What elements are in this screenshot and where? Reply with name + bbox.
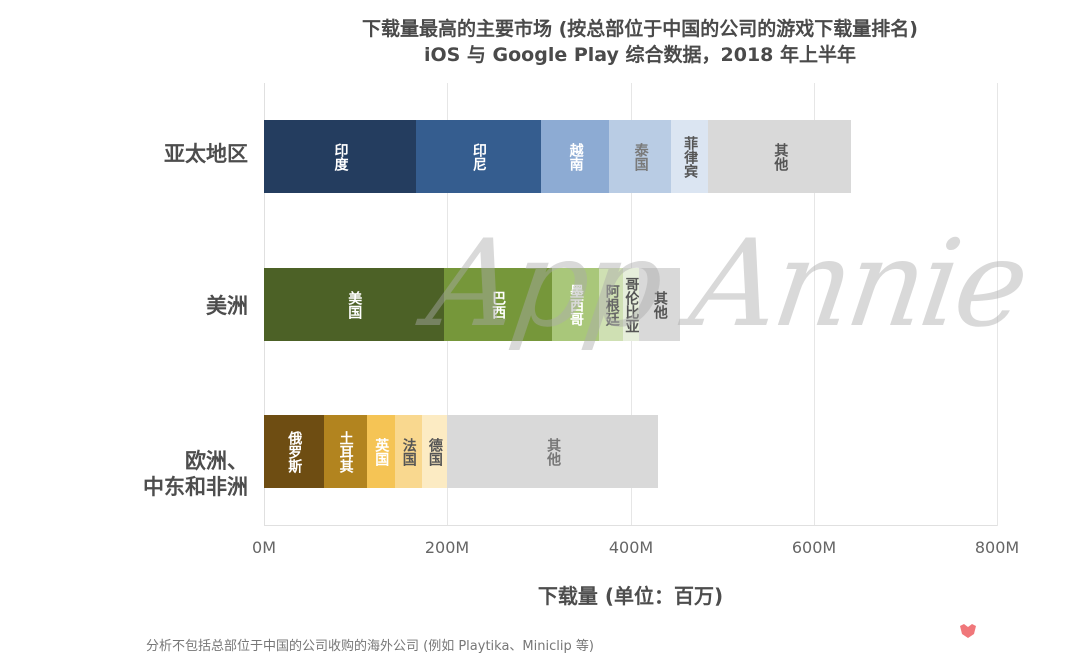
bar-segment: 菲律宾 — [670, 120, 709, 193]
x-tick-0: 0M — [252, 538, 276, 557]
chart-title: 下载量最高的主要市场 (按总部位于中国的公司的游戏下载量排名) — [362, 18, 918, 40]
bar-segment: 其他 — [708, 120, 852, 193]
bar-segment: 印度 — [264, 120, 417, 193]
segment-label: 美国 — [346, 290, 363, 319]
bar-segment: 德国 — [421, 415, 448, 488]
segment-label: 巴西 — [490, 290, 507, 319]
x-axis-line — [264, 525, 997, 526]
x-tick-400: 400M — [608, 538, 654, 557]
segment-label: 阿根廷 — [603, 283, 620, 326]
bar-emea: 俄罗斯 土耳其 英国 法国 德国 其他 — [264, 415, 658, 488]
bar-segment: 土耳其 — [323, 415, 367, 488]
category-label-emea-line2: 中东和非洲 — [143, 475, 248, 499]
footnote: 分析不包括总部位于中国的公司收购的海外公司 (例如 Playtika、Minic… — [146, 639, 594, 654]
category-label-americas: 美洲 — [206, 294, 248, 318]
x-tick-800: 800M — [974, 538, 1020, 557]
segment-label: 印尼 — [470, 142, 487, 171]
gridline-600 — [814, 83, 815, 526]
chart-subtitle: iOS 与 Google Play 综合数据，2018 年上半年 — [423, 44, 857, 66]
bar-segment: 法国 — [395, 415, 422, 488]
segment-label: 其他 — [651, 290, 668, 319]
bar-americas: 美国 巴西 墨西哥 阿根廷 哥伦比亚 其他 — [264, 268, 680, 341]
bar-segment: 其他 — [447, 415, 658, 488]
segment-label: 菲律宾 — [682, 135, 699, 178]
segment-label: 哥伦比亚 — [623, 276, 639, 333]
bar-segment: 墨西哥 — [551, 268, 600, 341]
segment-label: 其他 — [545, 437, 562, 466]
app-annie-logo-icon — [960, 624, 976, 638]
segment-label: 德国 — [426, 437, 443, 466]
segment-label: 其他 — [772, 142, 789, 171]
segment-label: 俄罗斯 — [286, 430, 303, 473]
bar-segment: 哥伦比亚 — [623, 268, 639, 341]
segment-label: 墨西哥 — [568, 283, 584, 326]
segment-label: 英国 — [373, 437, 390, 466]
category-label-emea-line1: 欧洲、 — [185, 449, 248, 473]
bar-segment: 美国 — [264, 268, 444, 341]
bar-apac: 印度 印尼 越南 泰国 菲律宾 其他 — [264, 120, 852, 193]
plot-area: 印度 印尼 越南 泰国 菲律宾 其他 美国 巴西 墨西哥 阿根廷 哥伦比亚 其他 俄罗斯 土耳其 英国法… — [264, 83, 998, 526]
segment-label: 法国 — [400, 437, 417, 466]
bar-segment: 越南 — [540, 120, 610, 193]
segment-label: 越南 — [567, 142, 584, 171]
segment-label: 泰国 — [632, 142, 649, 171]
segment-label: 土耳其 — [337, 430, 354, 473]
bar-segment: 泰国 — [609, 120, 671, 193]
category-label-apac: 亚太地区 — [164, 142, 248, 166]
bar-segment: 巴西 — [443, 268, 552, 341]
x-tick-600: 600M — [791, 538, 837, 557]
bar-segment: 其他 — [638, 268, 680, 341]
bar-segment: 俄罗斯 — [264, 415, 324, 488]
bar-segment: 阿根廷 — [599, 268, 624, 341]
x-axis-label: 下载量 (单位：百万) — [537, 584, 724, 608]
segment-label: 印度 — [332, 142, 349, 171]
bar-segment: 印尼 — [416, 120, 541, 193]
x-tick-200: 200M — [424, 538, 470, 557]
bar-segment: 英国 — [366, 415, 395, 488]
gridline-800 — [997, 83, 998, 526]
